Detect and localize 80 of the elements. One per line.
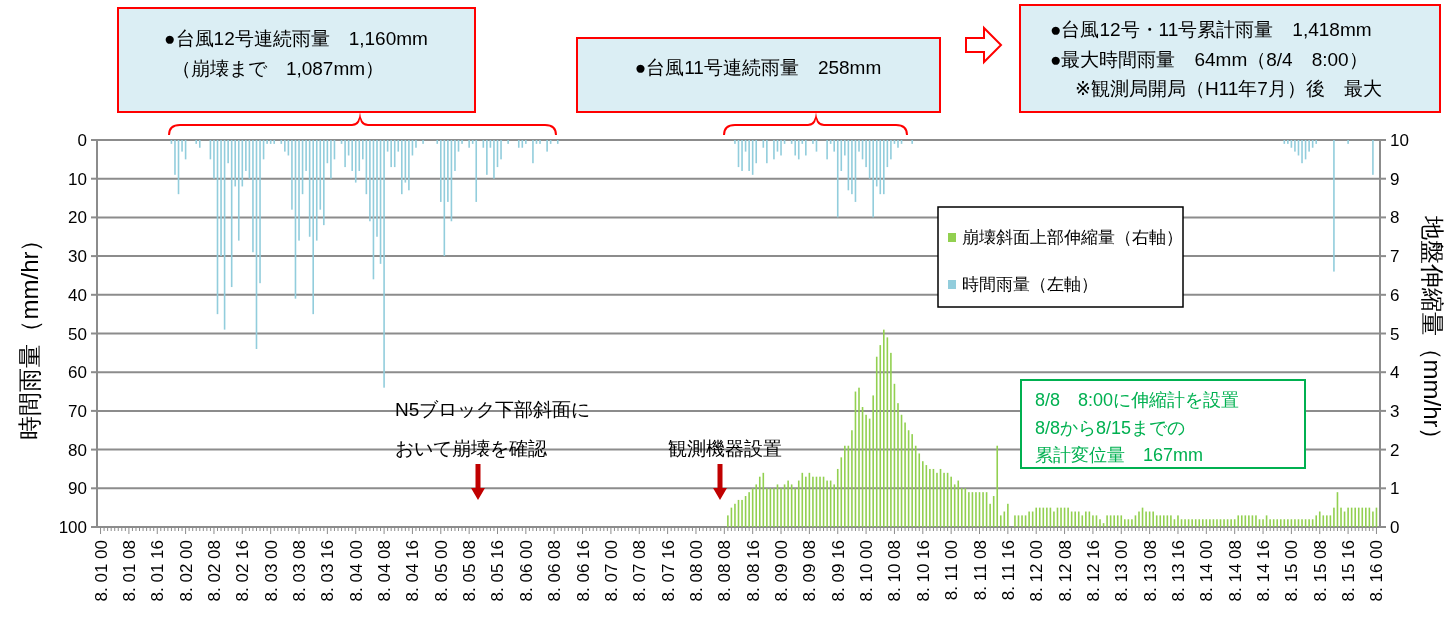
callout: ●台風12号連続雨量 1,160mm （崩壊まで 1,087mm） (117, 7, 476, 113)
x-tick-label: 8. 03 08 (290, 540, 310, 602)
x-tick-label: 8. 11 00 (942, 540, 962, 601)
x-tick-label: 8. 15 08 (1310, 540, 1330, 602)
x-tick-label: 8. 02 16 (233, 540, 253, 602)
x-tick-label: 8. 01 16 (148, 540, 168, 602)
y-tick-label: 50 (68, 324, 87, 344)
annotation: 累計変位量 167mm (1035, 445, 1204, 465)
x-tick-label: 8. 09 08 (800, 540, 820, 602)
callout: ●台風12号・11号累計雨量 1,418mm ●最大時間雨量 64mm（8/4 8:00） ※観測局開局（H11年7月）後 最大 (1019, 4, 1441, 113)
x-tick-label: 8. 08 08 (715, 540, 735, 602)
y-tick-label: 80 (68, 440, 87, 460)
x-tick-label: 8. 14 16 (1254, 540, 1274, 602)
x-tick-label: 8. 02 08 (204, 540, 224, 602)
y-tick-label: 60 (68, 363, 87, 383)
y-tick-label: 90 (68, 479, 87, 499)
y2-tick-label: 10 (1390, 131, 1409, 150)
x-tick-label: 8. 16 00 (1367, 540, 1387, 602)
x-tick-label: 8. 13 08 (1140, 540, 1160, 602)
x-tick-label: 8. 01 00 (91, 540, 111, 602)
x-tick-label: 8. 09 00 (772, 540, 792, 602)
y-axis-title: 時間雨量（mm/hr） (16, 227, 43, 440)
x-tick-label: 8. 07 00 (601, 540, 621, 602)
x-tick-label: 8. 07 16 (658, 540, 678, 602)
y2-tick-label: 2 (1390, 440, 1400, 460)
x-tick-label: 8. 13 00 (1112, 540, 1132, 602)
y2-tick-label: 4 (1390, 363, 1400, 383)
legend-label: 時間雨量（左軸） (962, 275, 1098, 294)
x-tick-label: 8. 04 00 (346, 540, 366, 602)
x-tick-label: 8. 07 08 (630, 540, 650, 602)
x-tick-label: 8. 12 16 (1083, 540, 1103, 602)
y-tick-label: 0 (77, 131, 87, 150)
x-tick-label: 8. 08 00 (686, 540, 706, 602)
x-tick-label: 8. 05 00 (431, 540, 451, 602)
callout: 8/8 8:00に伸縮計を設置 8/8から8/15までの 累計変位量 167mm (1020, 379, 1306, 469)
x-tick-label: 8. 09 16 (828, 540, 848, 602)
y2-axis-title: 地盤伸縮量（mm/hr） (1419, 214, 1446, 452)
legend-label: 崩壊斜面上部伸縮量（右軸） (962, 228, 1183, 247)
x-tick-label: 8. 03 16 (318, 540, 338, 602)
x-tick-label: 8. 12 00 (1027, 540, 1047, 602)
y2-tick-label: 6 (1390, 285, 1400, 305)
x-tick-label: 8. 13 16 (1168, 540, 1188, 602)
annotation: 8/8 8:00に伸縮計を設置 (1035, 390, 1240, 410)
x-tick-label: 8. 02 00 (176, 540, 196, 602)
x-tick-label: 8. 04 08 (375, 540, 395, 602)
x-tick-label: 8. 14 00 (1197, 540, 1217, 602)
y-tick-label: 10 (68, 169, 87, 189)
x-tick-label: 8. 12 08 (1055, 540, 1075, 602)
y2-tick-label: 3 (1390, 401, 1400, 421)
y2-tick-label: 1 (1390, 479, 1400, 499)
y-tick-label: 100 (58, 518, 87, 537)
x-tick-label: 8. 14 08 (1225, 540, 1245, 602)
x-tick-label: 8. 05 08 (460, 540, 480, 602)
y2-tick-label: 9 (1390, 169, 1400, 189)
y2-tick-label: 5 (1390, 324, 1400, 344)
x-tick-label: 8. 05 16 (488, 540, 508, 602)
x-tick-label: 8. 15 00 (1282, 540, 1302, 602)
x-tick-label: 8. 10 00 (857, 540, 877, 602)
note: N5ブロック下部斜面に おいて崩壊を確認 観測機器設置 (395, 399, 782, 459)
x-tick-label: 8. 06 08 (545, 540, 565, 602)
x-tick-label: 8. 11 16 (998, 540, 1018, 601)
y2-tick-label: 7 (1390, 247, 1400, 267)
x-tick-label: 8. 06 00 (516, 540, 536, 602)
y-tick-label: 30 (68, 247, 87, 267)
x-tick-label: 8. 10 16 (913, 540, 933, 602)
x-tick-label: 8. 03 00 (261, 540, 281, 602)
y2-tick-label: 0 (1390, 518, 1400, 537)
y-tick-label: 20 (68, 208, 87, 228)
y-tick-label: 40 (68, 285, 87, 305)
x-tick-label: 8. 04 16 (403, 540, 423, 602)
x-tick-label: 8. 08 16 (743, 540, 763, 602)
y2-tick-label: 8 (1390, 208, 1400, 228)
callout: ●台風11号連続雨量 258mm (576, 37, 941, 113)
x-tick-label: 8. 06 16 (573, 540, 593, 602)
annotation: 8/8から8/15までの (1035, 418, 1186, 438)
y-tick-label: 70 (68, 401, 87, 421)
x-tick-label: 8. 10 08 (885, 540, 905, 602)
x-tick-label: 8. 15 16 (1339, 540, 1359, 602)
x-tick-label: 8. 11 08 (970, 540, 990, 601)
x-tick-label: 8. 01 08 (119, 540, 139, 602)
